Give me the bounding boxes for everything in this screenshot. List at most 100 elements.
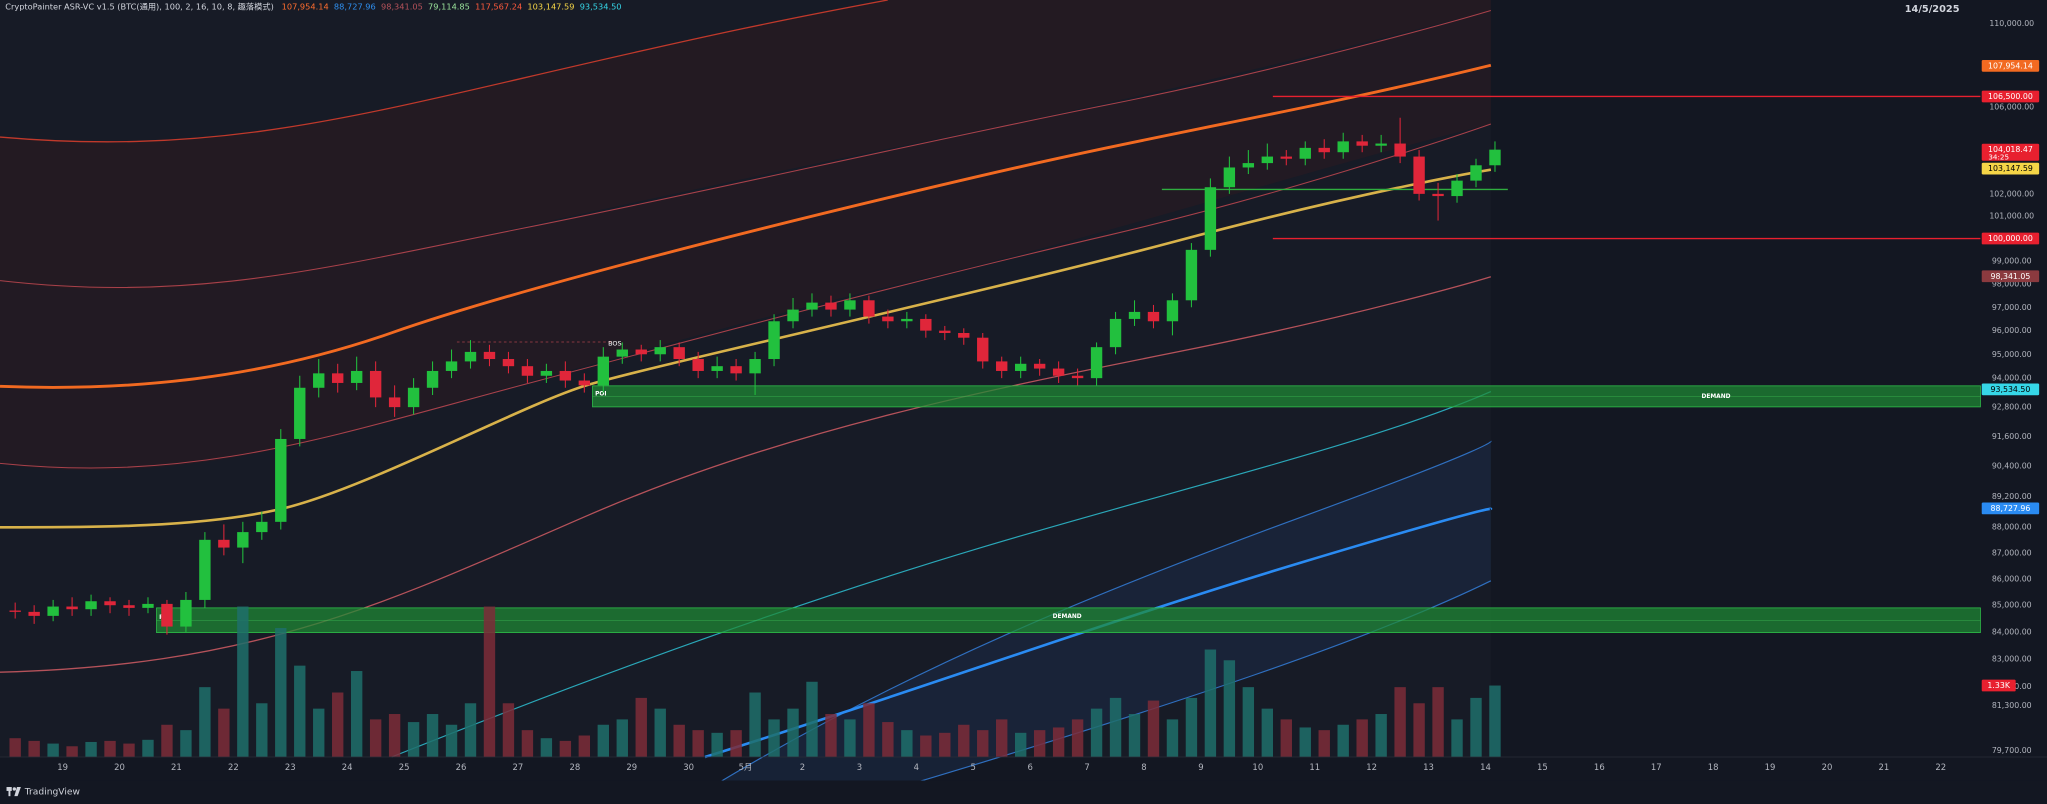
time-tick-label: 22 [228,762,239,772]
volume-bar [1318,730,1330,758]
legend-value: 103,147.59 [527,1,574,11]
candle-body [616,349,628,357]
volume-bar [559,740,572,758]
volume-bar [749,692,761,758]
time-tick-label: 27 [513,762,524,772]
volume-bar [768,719,780,758]
levels [1161,95,1981,240]
candle-body [332,373,344,383]
volume-bar [597,724,609,758]
price-tag [1981,502,2040,515]
price-tick-label: 91,600.00 [1992,432,2032,441]
candle-body [635,349,647,355]
price-tag [1981,143,2040,161]
cyan-band [391,391,1492,758]
legend-value: 93,534.50 [580,1,622,11]
mid-band-fill [0,10,1491,470]
upper-band-fill [0,0,1491,290]
volume-tag [1981,679,2016,692]
candle-body [1489,149,1501,166]
indicator-legend: CryptoPainter ASR-VC v1.5 (BTC(通用), 100,… [5,1,621,11]
candle-body [1147,311,1160,322]
volume-bar [1109,697,1122,758]
time-tick-label: 7 [1084,762,1089,772]
candle-body [104,601,116,606]
price-tick-label: 87,000.00 [1992,548,2032,557]
candle-body [1280,156,1292,159]
price-tick-label: 97,000.00 [1992,303,2032,312]
candle-body [1318,147,1330,153]
time-tick-label: 19 [57,762,68,772]
footer-brand[interactable]: TradingView [24,788,81,798]
volume-bar [66,746,78,758]
volume-bar [464,703,477,758]
candle-body [958,332,970,338]
legend-value: 79,114.85 [428,1,470,11]
date: 14/5/2025 [1905,4,1960,15]
candle-body [1394,143,1406,157]
volume-bar [996,719,1008,758]
candle-body [502,359,515,367]
price-tick-label: 106,000.00 [1989,103,2034,112]
volume-bar [1223,660,1236,758]
volume-bar [123,743,135,758]
volume-bar [939,732,951,758]
candle-body [673,347,685,360]
candle-body [1432,193,1444,197]
candle-body [369,370,382,398]
candle-body [1014,363,1027,371]
volume-bar [1147,700,1160,758]
candle-body [977,337,989,362]
candle-body [1128,311,1141,319]
volume-bar [958,724,970,758]
volume-bar [161,724,173,758]
time-tick-label: 22 [1935,762,1946,772]
volume-bar [237,606,249,758]
volume-bar [1014,732,1027,758]
time-tick-label: 20 [1822,762,1833,772]
price-tick-label: 79,700.00 [1992,746,2032,755]
candle-body [521,366,534,376]
price-tick-label: 84,000.00 [1992,627,2032,636]
volume-bar [1261,708,1274,758]
time-tick-label: 18 [1708,762,1719,772]
candle-body [597,356,609,386]
candle-body [1204,187,1217,250]
price-tag-label: 93,534.50 [1991,385,2031,394]
outer-upper-band [0,0,888,143]
price-tag-label: 103,147.59 [1988,164,2033,173]
volume-bar [635,697,647,758]
candle-body [901,318,913,322]
candle-body [1261,156,1274,164]
time-tick-label: 2 [800,762,805,772]
candle-body [1451,180,1463,197]
time-tick-label: 30 [683,762,694,772]
time-tick-label: 4 [914,762,919,772]
orange-average [0,63,1492,389]
blue-average [704,507,1493,759]
price-tag-label: 104,018.47 [1988,145,2033,154]
volume-bar [47,743,59,758]
volume-bar [85,741,97,758]
volume-bar [1337,724,1349,758]
candle-body [711,366,723,371]
yellow-average [0,168,1492,529]
volume-bar [1033,730,1046,758]
time-tick-label: 20 [114,762,125,772]
price-tag [1981,162,2040,175]
volume-bar [275,628,287,758]
time-tick-label: 13 [1423,762,1434,772]
volume-bar [1185,697,1198,758]
time-tick-label: 23 [285,762,296,772]
candle-body [1375,143,1387,146]
price-tick-label: 96,000.00 [1992,326,2032,335]
volume-bar [673,724,685,758]
candle-body [1223,167,1236,188]
candle-body [730,366,742,374]
price-tick-label: 89,200.00 [1992,492,2032,501]
candle-body [66,606,78,610]
volume-bar [104,740,116,758]
price-tag-label: 106,500.00 [1988,92,2033,101]
price-tag [1981,270,2040,283]
